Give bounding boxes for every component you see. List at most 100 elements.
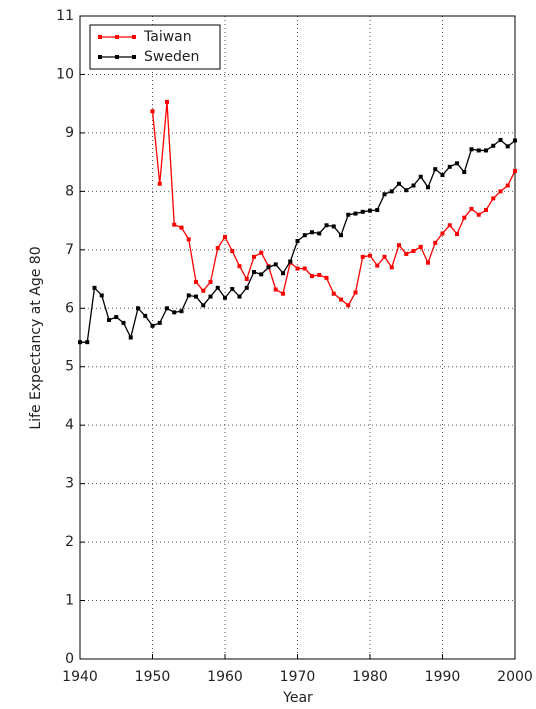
point <box>136 306 140 311</box>
point <box>375 208 380 213</box>
point <box>484 148 488 153</box>
point <box>302 233 307 238</box>
point <box>382 254 387 259</box>
point <box>411 183 416 188</box>
point <box>324 223 329 228</box>
point <box>513 138 517 143</box>
point <box>375 263 380 268</box>
point <box>498 137 503 142</box>
point <box>172 222 177 227</box>
point <box>440 172 445 177</box>
point <box>128 335 133 340</box>
legend-marker <box>132 55 136 59</box>
point <box>455 232 459 237</box>
point <box>252 270 256 275</box>
point <box>92 285 97 290</box>
point <box>244 277 249 282</box>
point <box>295 266 300 271</box>
point <box>230 286 235 291</box>
point <box>513 168 517 173</box>
point <box>107 317 111 322</box>
point <box>165 99 169 104</box>
x-tick-label: 1990 <box>425 669 461 685</box>
point <box>310 230 314 235</box>
point <box>462 215 467 220</box>
point <box>150 109 155 114</box>
y-tick-label: 6 <box>65 300 74 316</box>
point <box>418 244 423 249</box>
x-tick-label: 1970 <box>280 669 316 685</box>
point <box>389 189 394 194</box>
point <box>157 320 162 325</box>
point <box>339 233 343 238</box>
y-tick-label: 11 <box>56 8 74 24</box>
point <box>208 279 213 284</box>
y-tick-label: 5 <box>65 359 74 375</box>
point <box>317 272 322 277</box>
point <box>143 313 148 318</box>
point <box>281 271 285 276</box>
x-tick-label: 1960 <box>207 669 243 685</box>
point <box>491 143 496 148</box>
point <box>353 211 358 216</box>
x-axis-label: Year <box>282 690 313 706</box>
point <box>157 181 162 186</box>
point <box>186 293 191 298</box>
x-tick-label: 1980 <box>352 669 388 685</box>
point <box>295 239 300 244</box>
point <box>259 272 264 277</box>
point <box>114 315 119 320</box>
legend-marker <box>98 35 102 39</box>
point <box>404 188 409 193</box>
legend-marker <box>132 35 136 39</box>
point <box>172 310 177 315</box>
y-tick-label: 0 <box>65 651 74 667</box>
point <box>288 259 293 264</box>
point <box>302 266 307 271</box>
point <box>389 265 394 270</box>
legend-marker <box>115 55 119 59</box>
point <box>201 288 206 293</box>
point <box>244 285 249 290</box>
point <box>440 231 445 236</box>
point <box>462 170 467 175</box>
y-tick-label: 8 <box>65 183 74 199</box>
point <box>252 254 256 259</box>
legend-label: Sweden <box>144 49 199 65</box>
point <box>505 144 510 149</box>
x-tick-label: 1940 <box>62 669 98 685</box>
point <box>404 251 409 256</box>
point <box>310 274 314 279</box>
point <box>418 174 423 179</box>
point <box>476 212 481 217</box>
point <box>179 309 184 314</box>
point <box>433 167 438 172</box>
point <box>223 295 227 300</box>
point <box>273 287 278 292</box>
y-axis-label: Life Expectancy at Age 80 <box>28 246 44 429</box>
point <box>498 189 503 194</box>
point <box>259 250 264 255</box>
point <box>346 212 351 217</box>
point <box>447 223 452 228</box>
point <box>215 246 220 251</box>
point <box>491 196 496 201</box>
y-tick-label: 9 <box>65 125 74 141</box>
point <box>447 164 452 169</box>
point <box>85 340 90 345</box>
point <box>339 297 343 302</box>
point <box>353 290 358 295</box>
x-tick-label: 2000 <box>497 669 533 685</box>
y-tick-label: 1 <box>65 593 74 609</box>
point <box>397 243 401 248</box>
legend-marker <box>115 35 119 39</box>
y-tick-label: 3 <box>65 476 74 492</box>
point <box>230 248 235 253</box>
legend-marker <box>98 55 102 59</box>
point <box>426 185 430 190</box>
point <box>194 294 198 299</box>
point <box>317 231 322 236</box>
point <box>411 248 416 253</box>
point <box>281 291 285 296</box>
